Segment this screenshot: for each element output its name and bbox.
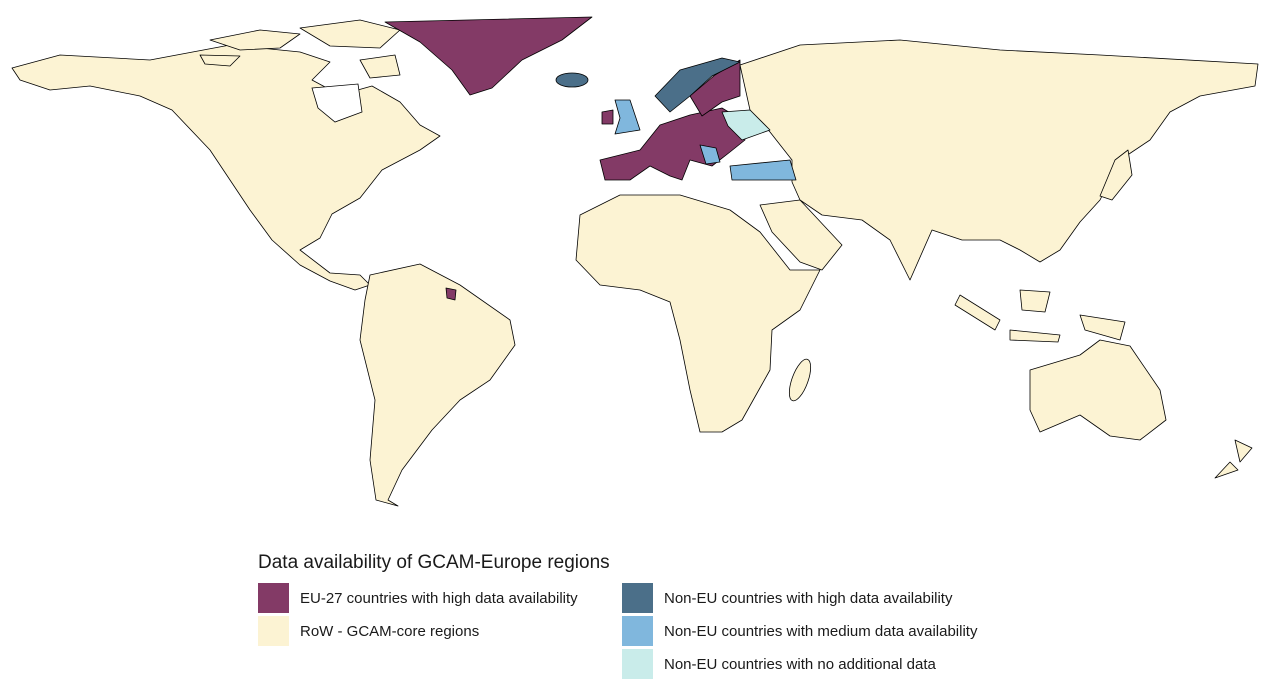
legend-label: Non-EU countries with high data availabi… [664,590,953,607]
arctic-islands [199,19,401,79]
legend-swatch [622,583,653,613]
legend-swatch [258,583,289,613]
french-guiana [445,287,457,301]
arabia [759,199,843,271]
balkans [699,144,721,165]
uk [614,99,641,135]
new-zealand [1214,439,1253,479]
madagascar [788,358,812,402]
ireland [601,109,614,125]
norway [654,57,741,113]
south-america [359,263,516,507]
australia [1029,339,1167,441]
africa [575,194,821,433]
legend-title: Data availability of GCAM-Europe regions [258,552,610,573]
north-america [11,44,441,291]
iceland [555,72,589,88]
legend-swatch [622,649,653,679]
greenland [384,16,593,96]
legend-label: Non-EU countries with medium data availa… [664,623,978,640]
turkey [729,159,797,181]
legend-label: EU-27 countries with high data availabil… [300,590,578,607]
indonesia [954,289,1126,343]
legend-swatch [258,616,289,646]
legend: Data availability of GCAM-Europe regions… [258,552,978,679]
japan [1099,149,1133,201]
asia [739,39,1259,281]
ukraine-belarus [721,109,771,141]
world-map [11,16,1259,507]
hudson-bay [311,83,363,123]
legend-label: Non-EU countries with no additional data [664,656,936,673]
nordic-eu [689,59,741,117]
legend-label: RoW - GCAM-core regions [300,623,479,640]
legend-swatch [622,616,653,646]
